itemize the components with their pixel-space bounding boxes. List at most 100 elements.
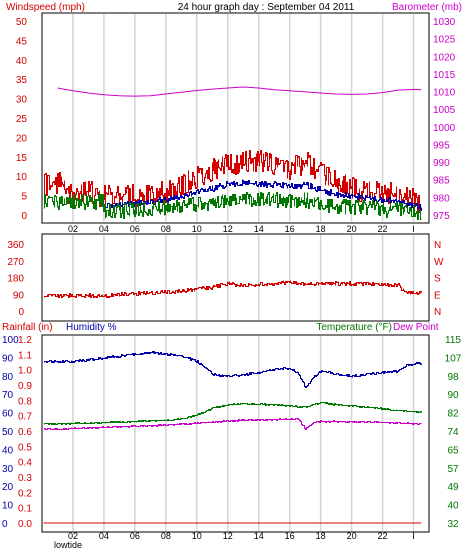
temperature-tick-label: 65 — [447, 445, 459, 456]
series-line-windspeed-mph- — [44, 150, 422, 215]
time-tick-label: 22 — [378, 531, 388, 541]
time-tick-label: 08 — [161, 531, 171, 541]
temperature-tick-label: 82 — [447, 409, 459, 420]
time-tick-label: 10 — [192, 224, 202, 234]
rainfall-title: Rainfall (in) — [2, 322, 53, 333]
barometer-tick-label: 995 — [433, 140, 450, 151]
temperature-tick-label: 74 — [447, 427, 459, 438]
compass-tick-label: W — [434, 257, 444, 268]
direction-tick-label: 90 — [13, 290, 25, 301]
rainfall-tick-label: 0.6 — [18, 427, 32, 438]
plot-frame-3 — [41, 334, 430, 533]
humidity-tick-label: 20 — [2, 482, 14, 493]
barometer-tick-label: 1030 — [433, 17, 456, 28]
direction-tick-label: 360 — [7, 240, 24, 251]
windspeed-title: Windspeed (mph) — [6, 2, 85, 13]
direction-tick-label: 180 — [7, 274, 24, 285]
graph-date-title: 24 hour graph day : September 04 2011 — [178, 2, 355, 13]
windspeed-tick-label: 45 — [16, 36, 28, 47]
windspeed-tick-label: 5 — [21, 192, 27, 203]
temperature-tick-label: 40 — [447, 501, 459, 512]
windspeed-tick-label: 35 — [16, 75, 28, 86]
humidity-tick-label: 60 — [2, 409, 14, 420]
series-line-humidity- — [44, 351, 422, 388]
humidity-tick-label: 0 — [2, 519, 8, 530]
windspeed-tick-label: 0 — [21, 211, 27, 222]
plot-frame-2 — [41, 233, 430, 322]
barometer-tick-label: 1000 — [433, 123, 456, 134]
humidity-tick-label: 30 — [2, 464, 14, 475]
humidity-tick-label: 40 — [2, 445, 14, 456]
temperature-tick-label: 115 — [445, 335, 461, 346]
rainfall-tick-label: 1.2 — [18, 335, 32, 346]
time-tick-label: 14 — [254, 531, 264, 541]
rainfall-tick-label: 0.8 — [18, 396, 32, 407]
time-tick-label: 02 — [68, 224, 78, 234]
barometer-tick-label: 975 — [433, 211, 450, 222]
humidity-tick-label: 100 — [2, 335, 19, 346]
rainfall-tick-label: 0.0 — [18, 519, 32, 530]
temperature-tick-label: 98 — [447, 372, 459, 383]
rainfall-tick-label: 0.9 — [18, 381, 32, 392]
barometer-tick-label: 1025 — [433, 35, 456, 46]
windspeed-tick-label: 25 — [16, 114, 28, 125]
time-tick-label: I — [412, 531, 415, 541]
time-tick-label: 04 — [99, 531, 109, 541]
compass-tick-label: S — [434, 274, 441, 285]
rainfall-tick-label: 1.0 — [18, 366, 32, 377]
temperature-tick-label: 49 — [447, 482, 459, 493]
time-tick-label: 02 — [68, 531, 78, 541]
series-line-gust-low — [44, 192, 422, 220]
time-tick-label: 18 — [316, 531, 326, 541]
time-tick-label: 06 — [130, 531, 140, 541]
time-tick-label: 10 — [192, 531, 202, 541]
barometer-tick-label: 985 — [433, 176, 450, 187]
temperature-tick-label: 57 — [447, 464, 459, 475]
time-tick-label: 04 — [99, 224, 109, 234]
time-tick-label: 16 — [285, 531, 295, 541]
windspeed-tick-label: 50 — [16, 17, 28, 28]
series-line-dew-point — [44, 418, 422, 430]
barometer-tick-label: 1005 — [433, 105, 456, 116]
humidity-tick-label: 10 — [2, 501, 14, 512]
time-tick-label: 18 — [316, 224, 326, 234]
humidity-tick-label: 70 — [2, 390, 14, 401]
time-tick-label: 22 — [378, 224, 388, 234]
time-tick-label: 12 — [223, 224, 233, 234]
humidity-tick-label: 80 — [2, 372, 14, 383]
humidity-tick-label: 90 — [2, 353, 14, 364]
barometer-title: Barometer (mb) — [392, 2, 462, 13]
rainfall-tick-label: 0.2 — [18, 488, 32, 499]
compass-tick-label: E — [434, 290, 441, 301]
windspeed-tick-label: 10 — [16, 172, 28, 183]
series-line-avg-windspeed — [104, 179, 422, 211]
plot-frame-1 — [41, 12, 430, 224]
humidity-tick-label: 50 — [2, 427, 14, 438]
time-tick-label: 08 — [161, 224, 171, 234]
rainfall-tick-label: 0.4 — [18, 458, 32, 469]
series-line-wind-direction — [44, 280, 422, 298]
direction-tick-label: 0 — [18, 307, 24, 318]
temperature-tick-label: 107 — [445, 353, 462, 364]
windspeed-tick-label: 40 — [16, 56, 28, 67]
windspeed-tick-label: 30 — [16, 95, 28, 106]
rainfall-tick-label: 0.1 — [18, 504, 32, 515]
temperature-tick-label: 90 — [447, 390, 459, 401]
series-line-barometer-mb- — [57, 86, 422, 97]
series-line-temperature-f- — [44, 402, 422, 425]
dewpoint-title: Dew Point — [393, 322, 439, 333]
chart-layer: 0204060810121416182022Ilowtide0204060810… — [2, 12, 462, 550]
barometer-tick-label: 1020 — [433, 52, 456, 63]
windspeed-tick-label: 15 — [16, 153, 28, 164]
barometer-tick-label: 990 — [433, 158, 450, 169]
barometer-tick-label: 1010 — [433, 88, 456, 99]
windspeed-tick-label: 20 — [16, 133, 28, 144]
direction-tick-label: 270 — [7, 257, 24, 268]
time-tick-label: 12 — [223, 531, 233, 541]
compass-tick-label: N — [434, 240, 441, 251]
time-tick-label: 20 — [347, 224, 357, 234]
temperature-title: Temperature (°F) — [316, 322, 392, 333]
lowtide-label: lowtide — [54, 540, 82, 550]
rainfall-tick-label: 1.1 — [18, 350, 32, 361]
